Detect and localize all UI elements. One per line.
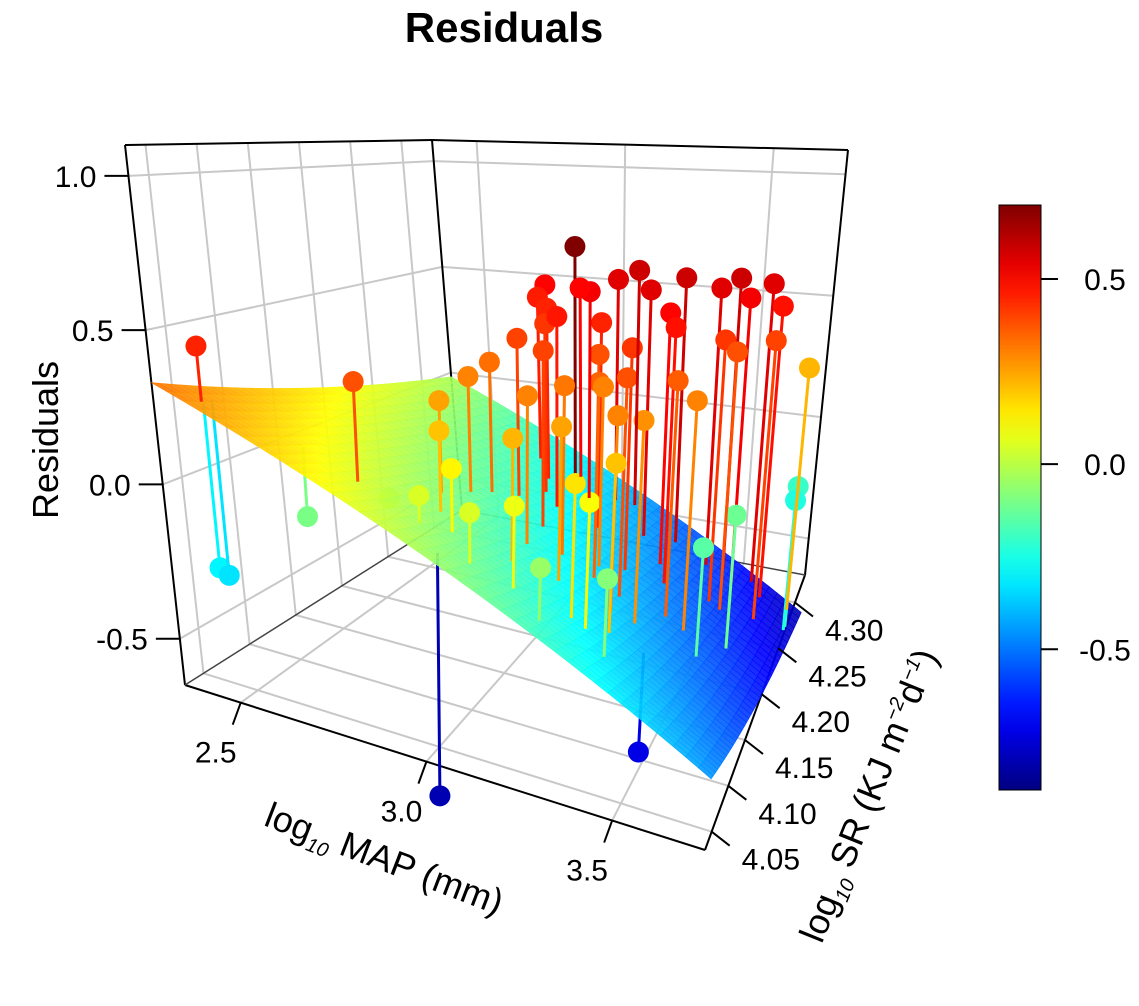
- data-point: [533, 340, 554, 361]
- left-wall-grid-line: [146, 267, 443, 330]
- data-point: [617, 367, 638, 388]
- y-tick-mark: [728, 786, 746, 800]
- data-point: [687, 390, 708, 411]
- data-point: [570, 277, 591, 298]
- data-point: [517, 385, 538, 406]
- data-point: [593, 376, 614, 397]
- data-point: [693, 537, 714, 558]
- residual-stem: [751, 284, 774, 582]
- data-point: [530, 557, 551, 578]
- data-point: [731, 268, 752, 289]
- data-point: [551, 416, 572, 437]
- x-tick-mark: [418, 762, 426, 784]
- data-point: [297, 506, 318, 527]
- data-point: [441, 458, 462, 479]
- data-point: [668, 370, 689, 391]
- colorbar-tick-label: 0.0: [1084, 449, 1126, 482]
- z-tick-label: 0.5: [72, 315, 114, 348]
- data-point: [185, 336, 206, 357]
- x-tick-mark: [233, 703, 241, 725]
- data-point: [597, 568, 618, 589]
- data-point: [726, 505, 747, 526]
- data-point: [502, 428, 523, 449]
- data-point: [428, 390, 449, 411]
- y-tick-mark: [745, 740, 763, 754]
- data-point: [429, 785, 450, 806]
- residual-stem: [437, 553, 440, 796]
- data-point: [565, 473, 586, 494]
- colorbar: -0.5 0.0 0.5: [999, 205, 1131, 790]
- data-point: [740, 287, 761, 308]
- y-tick-label: 4.20: [792, 706, 850, 739]
- z-tick-label: -0.5: [96, 624, 148, 657]
- data-point: [773, 296, 794, 317]
- back-wall-grid-line: [434, 161, 846, 174]
- data-point: [504, 496, 525, 517]
- colorbar-tick-label: -0.5: [1079, 634, 1131, 667]
- residual-stem: [589, 292, 590, 498]
- data-point: [589, 344, 610, 365]
- data-point: [343, 371, 364, 392]
- y-tick-label: 4.25: [808, 660, 866, 693]
- left-wall-grid-line: [128, 161, 433, 176]
- data-point: [554, 375, 575, 396]
- data-point: [629, 260, 650, 281]
- x-tick-label: 3.5: [566, 855, 608, 888]
- z-tick-label: 0.0: [89, 469, 131, 502]
- x-tick-mark: [604, 821, 612, 843]
- data-point: [506, 328, 527, 349]
- z-axis-label: Residuals: [25, 361, 66, 519]
- residual-stem: [439, 431, 441, 512]
- residual-stem: [513, 506, 514, 588]
- data-point: [428, 420, 449, 441]
- data-point: [591, 312, 612, 333]
- y-label-main: SR (KJ m: [817, 715, 916, 882]
- z-tick-label: 1.0: [55, 161, 97, 194]
- data-point: [676, 267, 697, 288]
- data-point: [711, 278, 732, 299]
- data-point: [564, 236, 585, 257]
- data-point: [459, 502, 480, 523]
- data-point: [606, 453, 627, 474]
- data-point: [219, 565, 240, 586]
- residual-stem: [580, 288, 581, 477]
- box-edge: [125, 140, 432, 145]
- residual-stem: [635, 270, 640, 505]
- data-point: [666, 317, 687, 338]
- y-tick-mark: [762, 694, 780, 708]
- data-point: [546, 306, 567, 327]
- data-point: [479, 352, 500, 373]
- y-tick-label: 4.30: [825, 615, 883, 648]
- y-tick-label: 4.10: [758, 798, 816, 831]
- x-tick-label: 2.5: [195, 737, 237, 770]
- data-point: [799, 357, 820, 378]
- y-tick-label: 4.05: [742, 844, 800, 877]
- data-point: [727, 341, 748, 362]
- data-point: [641, 279, 662, 300]
- data-point: [766, 330, 787, 351]
- data-point: [628, 742, 649, 763]
- data-point: [607, 405, 628, 426]
- y-tick-mark: [712, 832, 730, 846]
- chart-title: Residuals: [405, 4, 603, 51]
- colorbar-tick-label: 0.5: [1084, 264, 1126, 297]
- data-point: [764, 273, 785, 294]
- data-point: [408, 485, 429, 506]
- x-tick-label: 3.0: [381, 796, 423, 829]
- data-point: [608, 269, 629, 290]
- colorbar-gradient: [999, 205, 1041, 790]
- y-tick-label: 4.15: [775, 752, 833, 785]
- residual-stem: [203, 397, 220, 568]
- left-wall-grid-line: [248, 143, 296, 615]
- fit-plane: [151, 377, 801, 779]
- x-label-main: MAP (mm): [325, 819, 509, 922]
- box-edge: [432, 140, 848, 150]
- data-point: [457, 366, 478, 387]
